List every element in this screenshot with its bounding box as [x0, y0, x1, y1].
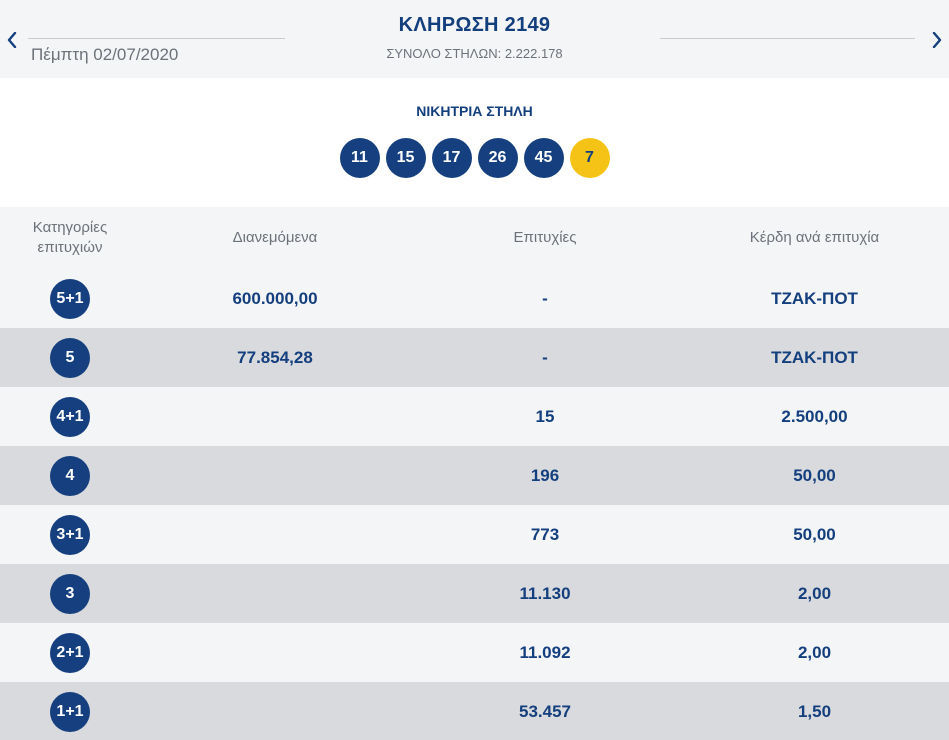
table-row: 4 196 50,00 — [0, 446, 949, 505]
draw-date: Πέμπτη 02/07/2020 — [31, 45, 179, 64]
header-divider-left — [28, 38, 285, 39]
results-table-body: 5+1 600.000,00 - ΤΖΑΚ-ΠΟΤ 5 77.854,28 - … — [0, 269, 949, 740]
distributed-cell — [140, 682, 410, 740]
category-cell: 3 — [0, 564, 140, 623]
table-row: 2+1 11.092 2,00 — [0, 623, 949, 682]
table-row: 1+1 53.457 1,50 — [0, 682, 949, 740]
joker-number-ball: 7 — [569, 138, 610, 178]
winners-cell: 196 — [530, 465, 560, 485]
distributed-cell — [140, 623, 410, 682]
header-winners: Επιτυχίες — [513, 229, 577, 246]
distributed-cell — [140, 505, 410, 564]
category-badge: 4 — [50, 455, 90, 496]
winning-number-ball: 15 — [385, 138, 426, 178]
results-table-header: Κατηγορίες επιτυχιών Διανεμόμενα Επιτυχί… — [0, 207, 949, 269]
chevron-left-icon — [7, 32, 17, 48]
chevron-right-icon — [932, 32, 942, 48]
category-badge: 4+1 — [50, 396, 90, 437]
winning-column-label: ΝΙΚΗΤΡΙΑ ΣΤΗΛΗ — [416, 103, 533, 119]
header-divider-right — [660, 38, 915, 39]
category-cell: 5+1 — [0, 269, 140, 328]
category-cell: 2+1 — [0, 623, 140, 682]
category-badge: 2+1 — [50, 632, 90, 673]
category-badge: 5 — [50, 337, 90, 378]
winners-cell: 11.092 — [519, 642, 571, 662]
header-category-label: Κατηγορίες επιτυχιών — [32, 219, 108, 256]
header-category: Κατηγορίες επιτυχιών — [0, 207, 140, 269]
table-row: 4+1 15 2.500,00 — [0, 387, 949, 446]
category-cell: 1+1 — [0, 682, 140, 740]
category-badge: 3 — [50, 573, 90, 614]
draw-title: ΚΛΗΡΩΣΗ 2149 — [398, 14, 551, 36]
table-row: 5 77.854,28 - ΤΖΑΚ-ΠΟΤ — [0, 328, 949, 387]
winners-cell: 773 — [530, 524, 560, 544]
draw-header: Πέμπτη 02/07/2020 ΚΛΗΡΩΣΗ 2149 ΣΥΝΟΛΟ ΣΤ… — [0, 0, 949, 78]
winners-cell: 15 — [535, 406, 555, 426]
prize-cell: ΤΖΑΚ-ΠΟΤ — [771, 288, 858, 308]
winning-number-ball: 26 — [477, 138, 518, 178]
prize-cell: 2,00 — [797, 583, 832, 603]
total-columns: ΣΥΝΟΛΟ ΣΤΗΛΩΝ: 2.222.178 — [386, 46, 563, 61]
prize-cell: 50,00 — [793, 465, 836, 485]
prize-cell: 2.500,00 — [781, 406, 848, 426]
winners-cell: - — [542, 288, 548, 308]
winning-number-ball: 11 — [339, 138, 380, 178]
winners-cell: - — [542, 347, 548, 367]
prize-cell: 50,00 — [793, 524, 836, 544]
distributed-cell: 600.000,00 — [232, 288, 318, 308]
winning-number-ball: 45 — [523, 138, 564, 178]
category-cell: 3+1 — [0, 505, 140, 564]
winners-cell: 53.457 — [519, 701, 571, 721]
previous-draw-button[interactable] — [2, 27, 22, 53]
table-row: 3+1 773 50,00 — [0, 505, 949, 564]
winners-cell: 11.130 — [519, 583, 571, 603]
table-row: 5+1 600.000,00 - ΤΖΑΚ-ΠΟΤ — [0, 269, 949, 328]
distributed-cell: 77.854,28 — [237, 347, 313, 367]
category-badge: 1+1 — [50, 691, 90, 732]
header-distributed: Διανεμόμενα — [232, 229, 318, 246]
prize-cell: 1,50 — [797, 701, 832, 721]
category-badge: 5+1 — [50, 278, 90, 319]
distributed-cell — [140, 387, 410, 446]
category-cell: 4+1 — [0, 387, 140, 446]
distributed-cell — [140, 564, 410, 623]
table-row: 3 11.130 2,00 — [0, 564, 949, 623]
next-draw-button[interactable] — [927, 27, 947, 53]
category-badge: 3+1 — [50, 514, 90, 555]
category-cell: 5 — [0, 328, 140, 387]
winning-number-ball: 17 — [431, 138, 472, 178]
prize-cell: 2,00 — [797, 642, 832, 662]
category-cell: 4 — [0, 446, 140, 505]
distributed-cell — [140, 446, 410, 505]
header-prize: Κέρδη ανά επιτυχία — [749, 229, 880, 246]
winning-numbers: 11 15 17 26 45 7 — [0, 138, 949, 178]
prize-cell: ΤΖΑΚ-ΠΟΤ — [771, 347, 858, 367]
